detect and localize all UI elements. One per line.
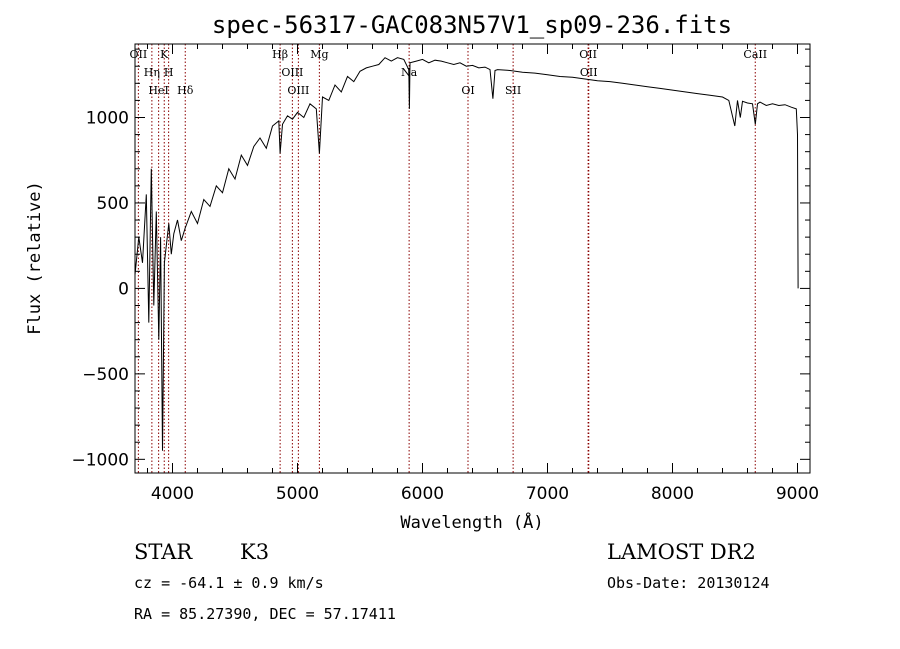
x-tick-label: 7000 — [526, 484, 569, 504]
y-tick-label: 500 — [97, 194, 129, 214]
spectral-line-label: OII — [130, 48, 148, 61]
spectral-line-label: Hδ — [177, 84, 194, 97]
x-axis-ticks: 4000 5000 6000 7000 8000 9000 — [147, 44, 819, 504]
plot-frame — [134, 43, 811, 474]
y-axis-label: Flux (relative) — [25, 181, 45, 335]
spectral-line-label: OIII — [287, 84, 309, 97]
coords-text: RA = 85.27390, DEC = 57.17411 — [134, 605, 396, 623]
spectral-line-label: Mg — [310, 48, 328, 61]
y-tick-label: −500 — [82, 365, 129, 385]
spectral-line-markers — [137, 44, 756, 473]
spectral-line-label: HeI — [148, 84, 168, 97]
object-class: STAR — [134, 540, 193, 564]
spectral-line-label: H — [164, 66, 174, 79]
spectral-line-label: SII — [505, 84, 521, 97]
spectral-line-label: OIII — [281, 66, 303, 79]
spectral-line-label: OII — [579, 48, 597, 61]
spectral-line-label: Hβ — [272, 48, 288, 61]
spectral-line-label: Hη — [144, 66, 160, 79]
chart-title: spec-56317-GAC083N57V1_sp09-236.fits — [212, 11, 732, 39]
spectral-line-label: K — [160, 48, 169, 61]
spectral-line-labels: OIIHηHeIKHHδHβOIIIOIIIMgNaOIOIIOIISIICaI… — [130, 48, 768, 97]
redshift-text: cz = -64.1 ± 0.9 km/s — [134, 574, 324, 592]
spectral-line-label: OI — [461, 84, 474, 97]
x-tick-label: 8000 — [651, 484, 694, 504]
y-axis-ticks: −1000 −500 0 500 1000 — [71, 48, 810, 470]
spectral-line-label: CaII — [743, 48, 767, 61]
x-tick-label: 4000 — [151, 484, 194, 504]
y-tick-label: 0 — [118, 279, 129, 299]
spectrum-series-line — [134, 57, 799, 451]
obs-date-text: Obs-Date: 20130124 — [607, 574, 770, 592]
y-tick-label: −1000 — [71, 450, 129, 470]
x-tick-label: 9000 — [776, 484, 819, 504]
survey-name: LAMOST DR2 — [607, 540, 756, 564]
x-tick-label: 5000 — [276, 484, 319, 504]
spectral-line-label: OII — [580, 66, 598, 79]
object-subclass: K3 — [240, 540, 269, 564]
x-tick-label: 6000 — [401, 484, 444, 504]
x-axis-label: Wavelength (Å) — [400, 511, 543, 533]
y-tick-label: 1000 — [86, 108, 129, 128]
